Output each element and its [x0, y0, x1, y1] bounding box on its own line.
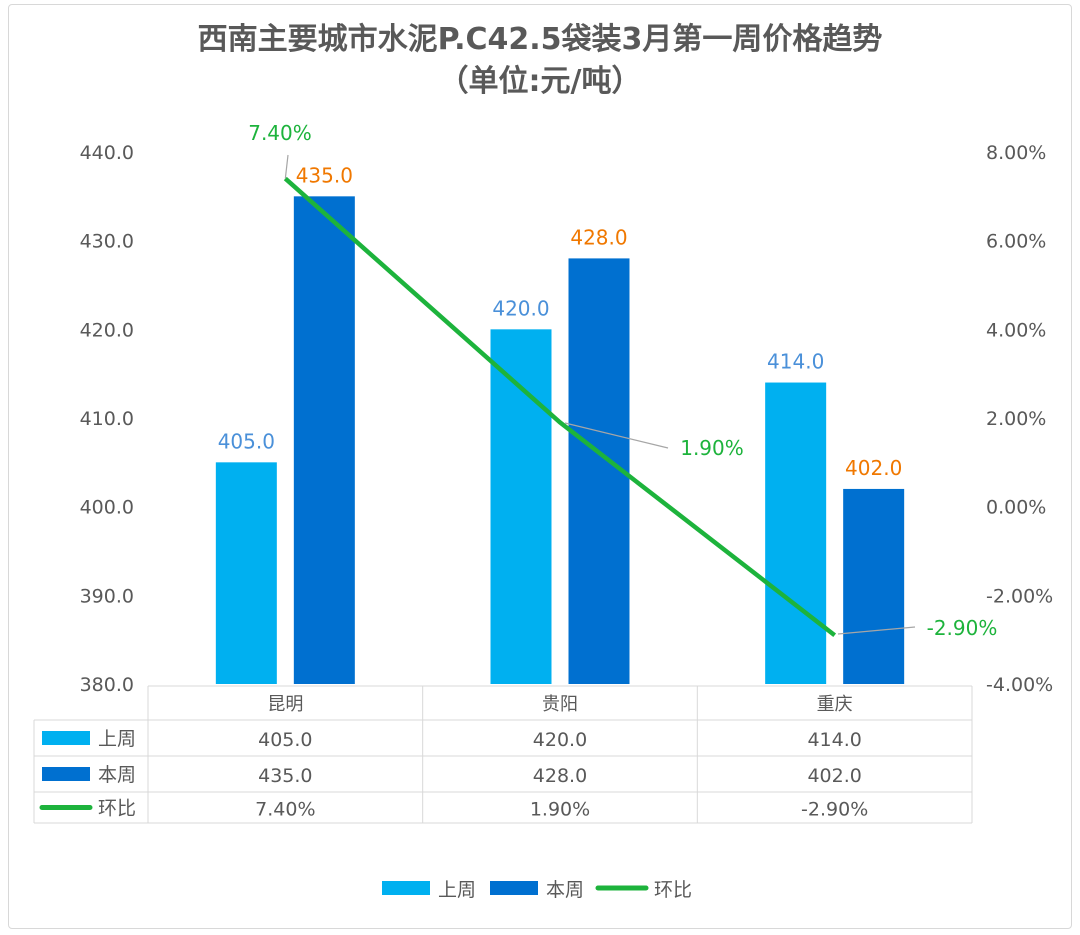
- legend-label: 上周: [438, 879, 476, 901]
- bar-本周: [293, 196, 355, 685]
- line-data-label: 7.40%: [248, 121, 312, 145]
- table-cell: 435.0: [258, 765, 312, 787]
- table-cell: 414.0: [807, 729, 861, 751]
- leader-line: [837, 626, 916, 635]
- y-right-tick-label: 0.00%: [986, 497, 1046, 519]
- bar-本周: [843, 488, 905, 684]
- table-cell: 402.0: [807, 765, 861, 787]
- chart-title: 西南主要城市水泥P.C42.5袋装3月第一周价格趋势: [197, 22, 883, 57]
- bar-data-label: 435.0: [296, 163, 353, 187]
- table-series-name: 本周: [98, 764, 136, 786]
- table-cell: 1.90%: [530, 799, 590, 821]
- bar-data-label: 428.0: [570, 225, 627, 249]
- bar-上周: [215, 462, 277, 684]
- legend-key-上周: [382, 881, 430, 895]
- chart-subtitle: （单位:元/吨）: [438, 64, 642, 99]
- y-right-tick-label: 8.00%: [986, 142, 1046, 164]
- y-left-tick-label: 390.0: [80, 585, 134, 607]
- bar-data-label: 414.0: [767, 350, 824, 374]
- bar-上周: [490, 329, 552, 684]
- y-left-tick-label: 400.0: [80, 497, 134, 519]
- y-right-tick-label: -4.00%: [986, 674, 1053, 696]
- table-cell: 428.0: [533, 765, 587, 787]
- table-header-category: 重庆: [817, 694, 853, 715]
- legend-key-本周: [490, 881, 538, 895]
- y-right-tick-label: 6.00%: [986, 231, 1046, 253]
- leader-line: [564, 422, 669, 449]
- bar-data-label: 405.0: [218, 429, 275, 453]
- y-left-tick-label: 420.0: [80, 319, 134, 341]
- table-legend-key: [42, 731, 90, 745]
- table-header-category: 昆明: [267, 694, 303, 715]
- y-right-tick-label: 2.00%: [986, 408, 1046, 430]
- legend-label: 本周: [546, 879, 584, 901]
- y-left-tick-label: 410.0: [80, 408, 134, 430]
- bar-上周: [765, 382, 827, 684]
- table-cell: 405.0: [258, 729, 312, 751]
- chart-frame: [8, 4, 1072, 929]
- y-left-tick-label: 380.0: [80, 674, 134, 696]
- table-cell: 420.0: [533, 729, 587, 751]
- table-series-name: 环比: [98, 798, 136, 820]
- table-cell: 7.40%: [255, 799, 315, 821]
- y-left-tick-label: 440.0: [80, 142, 134, 164]
- table-legend-key: [42, 767, 90, 781]
- bar-data-label: 420.0: [492, 296, 549, 320]
- table-header-category: 贵阳: [542, 694, 578, 715]
- y-right-tick-label: 4.00%: [986, 319, 1046, 341]
- bar-data-label: 402.0: [845, 456, 902, 480]
- legend-label: 环比: [654, 879, 692, 901]
- table-series-name: 上周: [98, 728, 136, 750]
- leader-line: [284, 154, 289, 179]
- line-data-label: -2.90%: [927, 616, 998, 640]
- line-data-label: 1.90%: [680, 436, 744, 460]
- y-left-tick-label: 430.0: [80, 231, 134, 253]
- y-right-tick-label: -2.00%: [986, 585, 1053, 607]
- table-cell: -2.90%: [801, 799, 868, 821]
- line-环比: [283, 176, 837, 638]
